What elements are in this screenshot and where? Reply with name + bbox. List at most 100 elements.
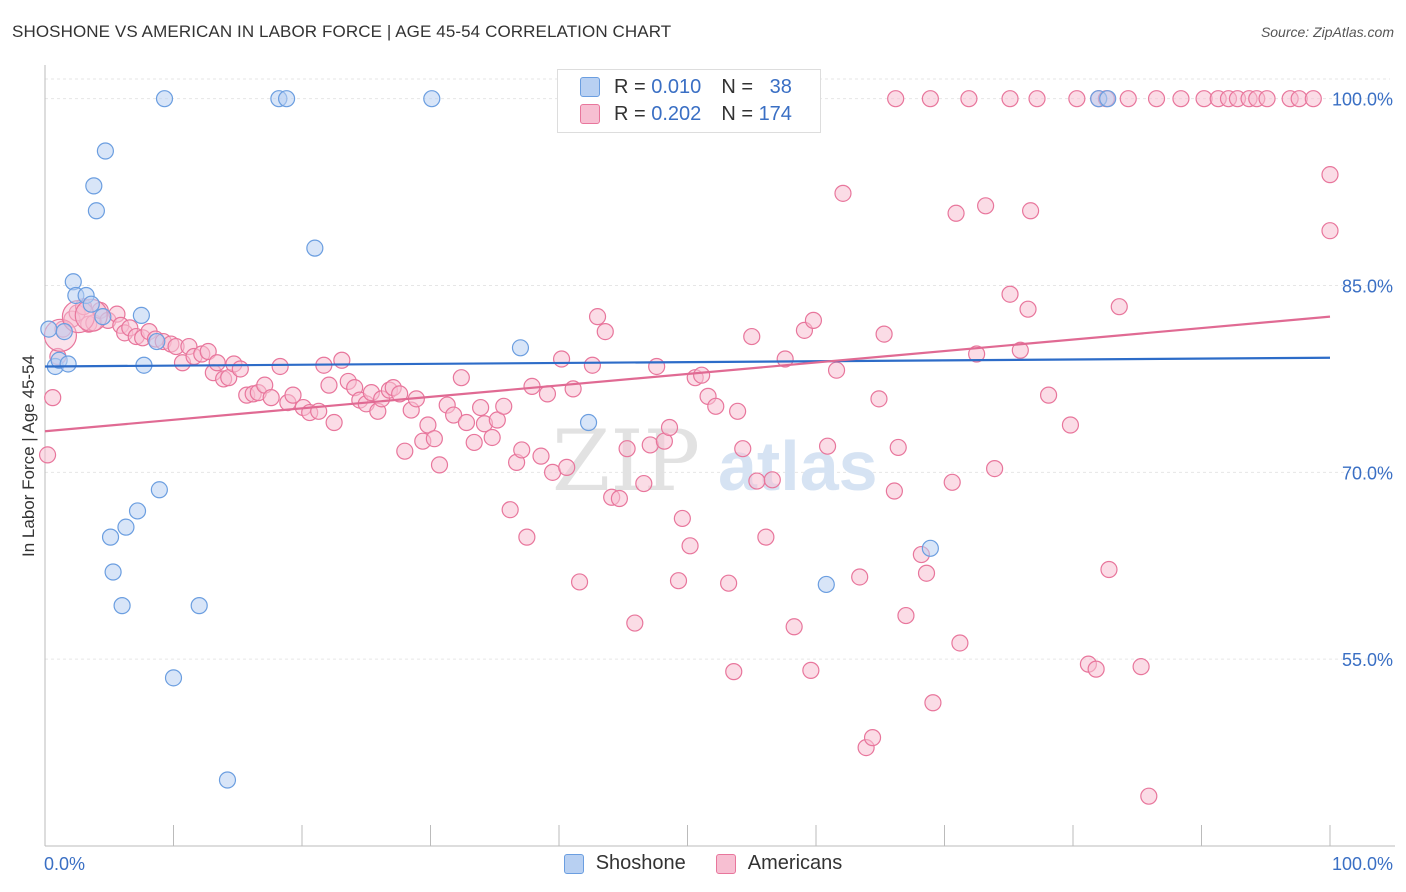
shoshone-point — [94, 308, 112, 326]
americans-point — [1028, 90, 1046, 108]
americans-point — [951, 634, 969, 652]
legend-n-label: N = — [721, 75, 753, 98]
americans-point — [284, 386, 302, 404]
americans-point — [863, 729, 882, 747]
americans-point — [1039, 386, 1058, 404]
legend-row-americans: R = 0.202 N = 174 — [580, 102, 792, 126]
americans-point — [583, 356, 602, 374]
americans-point — [851, 568, 869, 586]
americans-point — [495, 397, 513, 415]
americans-point — [1100, 560, 1118, 579]
americans-point — [231, 360, 249, 378]
americans-point — [457, 413, 476, 432]
americans-point — [986, 460, 1004, 478]
y-tick-label: 70.0% — [1342, 463, 1393, 483]
americans-point — [465, 433, 483, 452]
americans-point — [445, 406, 463, 424]
legend-n-value: 174 — [758, 102, 792, 125]
americans-point — [887, 90, 905, 108]
americans-point — [648, 357, 666, 376]
shoshone-point — [85, 177, 103, 195]
americans-point — [425, 430, 443, 448]
legend-item-shoshone: Shoshone — [563, 852, 686, 875]
americans-point — [501, 501, 519, 519]
americans-point — [208, 354, 226, 372]
legend-label-shoshone: Shoshone — [595, 852, 686, 874]
americans-point — [1011, 341, 1029, 359]
legend-r-value: 0.202 — [651, 102, 702, 125]
y-tick-label: 100.0% — [1332, 90, 1393, 110]
americans-point — [1021, 202, 1040, 220]
shoshone-point — [148, 332, 166, 351]
shoshone-point — [104, 563, 122, 581]
legend-n-label: N = — [721, 102, 753, 125]
chart-source: Source: ZipAtlas.com — [1260, 24, 1394, 40]
legend-r-value: 0.010 — [651, 75, 702, 98]
americans-point — [635, 474, 653, 493]
shoshone-point — [113, 597, 131, 615]
americans-point — [1304, 90, 1322, 108]
americans-point — [396, 442, 414, 460]
shoshone-point — [277, 90, 296, 108]
americans-point — [1119, 90, 1137, 108]
americans-point — [483, 428, 501, 447]
shoshone-swatch — [580, 77, 600, 97]
x-tick-label: 0.0% — [44, 854, 85, 874]
americans-point — [757, 528, 775, 546]
americans-swatch — [580, 104, 600, 124]
americans-point — [1110, 298, 1128, 316]
americans-point — [513, 441, 531, 459]
shoshone-point — [117, 518, 135, 536]
shoshone-point — [40, 320, 58, 338]
shoshone-point — [155, 90, 174, 108]
shoshone-point — [921, 539, 939, 557]
shoshone-point — [423, 90, 441, 108]
americans-point — [618, 440, 636, 458]
americans-point — [673, 509, 691, 528]
americans-point — [921, 90, 939, 108]
shoshone-point — [87, 202, 106, 220]
americans-point — [960, 90, 978, 108]
americans-point — [1140, 787, 1158, 805]
americans-point — [968, 345, 986, 363]
y-axis-label: In Labor Force | Age 45-54 — [19, 355, 38, 557]
americans-point — [452, 369, 470, 387]
americans-point — [1132, 658, 1150, 676]
americans-point — [802, 661, 820, 679]
legend-row-shoshone: R = 0.010 N = 38 — [580, 75, 792, 99]
americans-point — [391, 385, 409, 403]
americans-trend-line — [44, 315, 1331, 433]
americans-point — [1087, 660, 1105, 678]
americans-point — [518, 528, 536, 546]
americans-point — [947, 204, 965, 222]
shoshone-trend-line — [44, 356, 1331, 368]
americans-point — [818, 437, 837, 455]
shoshone-point — [579, 413, 598, 432]
americans-point — [38, 446, 57, 464]
americans-point — [720, 574, 738, 592]
americans-points — [38, 90, 1339, 805]
americans-point — [1061, 416, 1080, 434]
americans-point — [610, 489, 628, 508]
americans-point — [325, 413, 343, 432]
y-tick-label: 85.0% — [1342, 277, 1393, 297]
legend-n-value: 38 — [769, 75, 792, 98]
americans-point — [889, 438, 907, 457]
trend-lines — [44, 315, 1331, 433]
shoshone-point — [132, 306, 150, 325]
americans-point — [660, 418, 679, 437]
americans-point — [725, 663, 743, 681]
shoshone-swatch — [563, 853, 584, 874]
americans-point — [626, 614, 644, 632]
americans-point — [558, 458, 576, 476]
americans-point — [596, 322, 614, 341]
americans-point — [943, 473, 961, 491]
americans-point — [1019, 300, 1037, 318]
tick-labels: 55.0% 70.0% 85.0% 100.0% 0.0% 100.0% In Labor … — [19, 90, 1393, 874]
americans-point — [785, 618, 803, 636]
correlation-legend: R = 0.010 N = 38 R = 0.202 N = 174 — [557, 69, 821, 133]
legend-label-americans: Americans — [747, 852, 843, 874]
shoshone-point — [511, 339, 530, 357]
shoshone-point — [817, 575, 835, 594]
